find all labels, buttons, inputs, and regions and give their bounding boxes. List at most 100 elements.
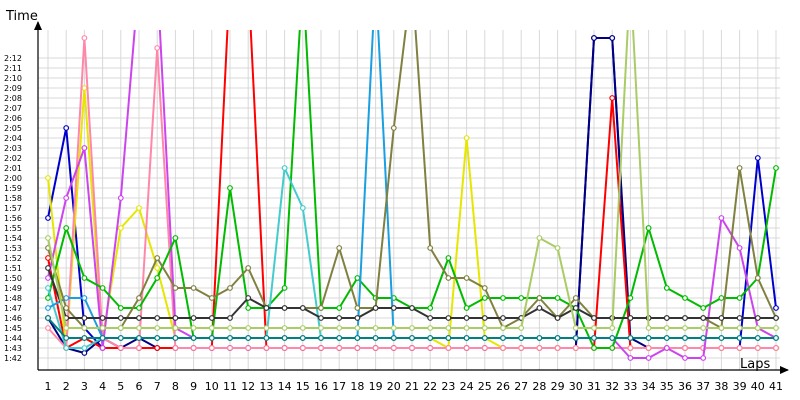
data-point <box>263 335 270 341</box>
series-12 <box>45 30 779 331</box>
data-point <box>354 335 361 341</box>
data-point <box>536 335 543 341</box>
data-point <box>718 325 725 331</box>
data-point <box>45 275 51 281</box>
data-point <box>390 335 397 341</box>
data-point <box>591 35 597 41</box>
data-point <box>336 325 343 331</box>
data-point <box>645 325 652 331</box>
data-point <box>627 315 634 321</box>
y-tick-label: 2:10 <box>4 74 22 83</box>
data-point <box>773 305 779 311</box>
y-tick-label: 2:11 <box>4 64 22 73</box>
data-point <box>682 335 688 341</box>
data-point <box>700 335 707 341</box>
data-point <box>481 285 488 291</box>
data-point <box>81 85 88 91</box>
data-point <box>354 345 361 351</box>
data-point <box>663 345 670 351</box>
data-point <box>63 225 70 231</box>
data-point <box>208 335 215 341</box>
y-tick-label: 1:43 <box>4 344 22 353</box>
data-point <box>736 315 743 321</box>
x-tick-label: 24 <box>460 380 474 393</box>
x-tick-label: 39 <box>733 380 747 393</box>
data-point <box>154 45 161 51</box>
data-point <box>554 295 561 301</box>
y-tick-label: 2:08 <box>4 94 22 103</box>
data-point <box>572 325 579 331</box>
data-point <box>136 305 142 311</box>
data-point <box>736 245 743 251</box>
data-point <box>190 285 197 291</box>
data-point <box>536 305 543 311</box>
data-point <box>45 265 51 271</box>
y-tick-label: 2:03 <box>4 144 22 153</box>
data-point <box>427 345 434 351</box>
data-point <box>645 335 652 341</box>
data-point <box>682 345 688 351</box>
data-point <box>445 315 452 321</box>
y-tick-label: 2:12 <box>4 54 22 63</box>
data-point <box>99 335 106 341</box>
y-tick-label: 1:56 <box>4 214 22 223</box>
data-point <box>117 345 124 351</box>
y-tick-label: 1:53 <box>4 244 22 253</box>
x-tick-label: 25 <box>478 380 492 393</box>
data-point <box>336 305 343 311</box>
data-point <box>572 305 579 311</box>
data-point <box>136 325 142 331</box>
data-point <box>227 345 233 351</box>
data-point <box>208 295 215 301</box>
data-point <box>81 145 88 151</box>
series-11 <box>45 265 779 321</box>
data-point <box>518 335 525 341</box>
data-point <box>172 315 179 321</box>
data-point <box>117 305 124 311</box>
x-tick-label: 8 <box>172 380 179 393</box>
data-point <box>773 315 779 321</box>
x-tick-label: 12 <box>241 380 255 393</box>
data-point <box>500 325 506 331</box>
data-point <box>591 335 597 341</box>
x-tick-label: 28 <box>532 380 546 393</box>
data-point <box>445 325 452 331</box>
x-tick-label: 14 <box>278 380 292 393</box>
y-axis-title: Time <box>5 9 38 24</box>
data-point <box>354 305 361 311</box>
data-point <box>554 245 561 251</box>
data-point <box>99 345 106 351</box>
data-point <box>481 325 488 331</box>
data-point <box>518 325 525 331</box>
data-point <box>463 335 470 341</box>
data-point <box>154 345 161 351</box>
x-tick-labels: 1 2 3 4 5 6 7 8 9 10 11 12 13 14 15 16 17 18 19 20 21 22 23 24 2… <box>45 380 784 393</box>
y-tick-label: 1:59 <box>4 184 22 193</box>
data-point <box>281 285 288 291</box>
data-point <box>117 225 124 231</box>
data-point <box>718 345 725 351</box>
data-point <box>190 325 197 331</box>
data-point <box>372 335 379 341</box>
data-point <box>281 335 288 341</box>
data-point <box>754 345 761 351</box>
data-point <box>481 295 488 301</box>
x-tick-label: 7 <box>154 380 161 393</box>
data-point <box>245 335 252 341</box>
data-point <box>208 315 215 321</box>
data-point <box>136 345 142 351</box>
data-point <box>445 345 452 351</box>
data-point <box>536 235 543 241</box>
y-tick-label: 2:02 <box>4 154 22 163</box>
data-point <box>354 315 361 321</box>
data-point <box>700 325 707 331</box>
x-tick-label: 23 <box>441 380 455 393</box>
x-tick-label: 34 <box>642 380 656 393</box>
data-point <box>263 345 270 351</box>
x-tick-label: 15 <box>296 380 310 393</box>
data-point <box>336 335 343 341</box>
y-tick-label: 1:44 <box>4 334 22 343</box>
data-point <box>263 325 270 331</box>
x-tick-label: 38 <box>714 380 728 393</box>
